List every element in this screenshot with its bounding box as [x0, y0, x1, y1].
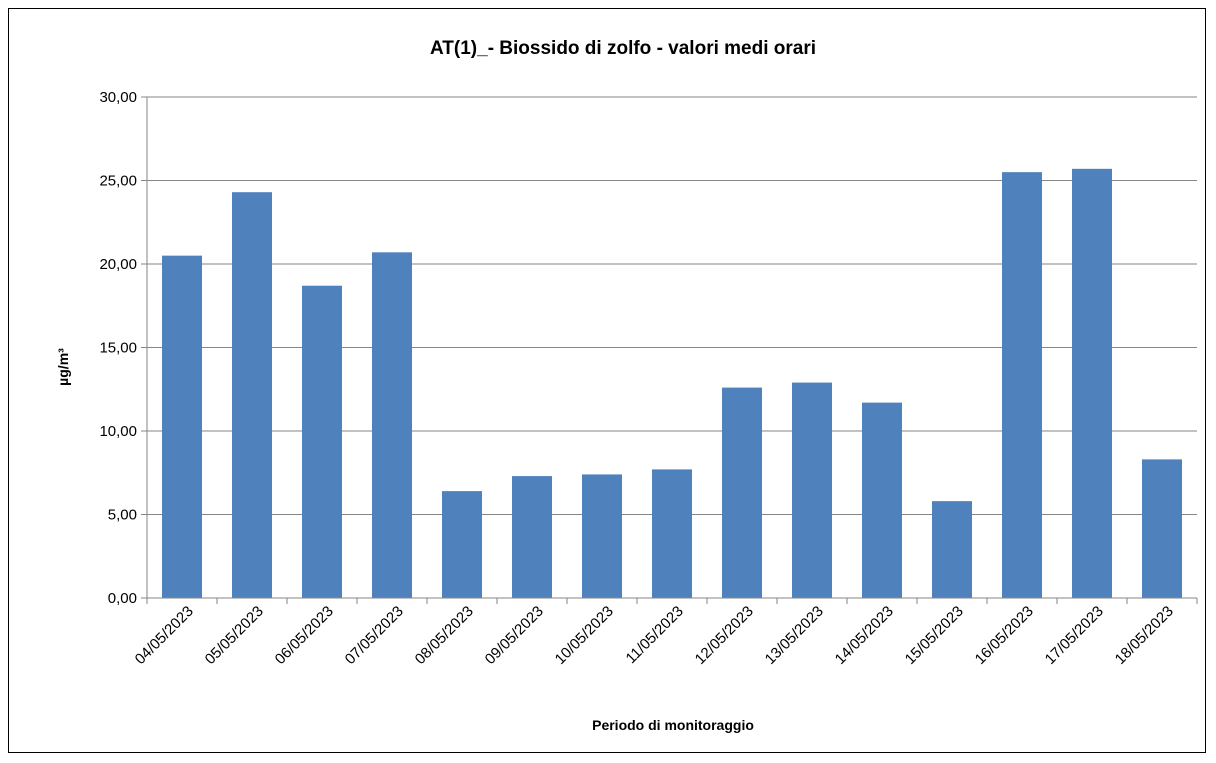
x-tick-label: 08/05/2023: [412, 603, 477, 668]
bar: [932, 501, 972, 598]
y-tick-label: 0,00: [108, 590, 137, 607]
bar: [792, 382, 832, 598]
y-tick-label: 20,00: [99, 256, 137, 273]
bar: [1142, 459, 1182, 598]
y-tick-label: 15,00: [99, 340, 137, 357]
bar: [1002, 172, 1042, 598]
chart-title: AT(1)_- Biossido di zolfo - valori medi …: [429, 38, 817, 59]
y-tick-label: 25,00: [99, 173, 137, 190]
bar: [512, 476, 552, 598]
x-tick-label: 06/05/2023: [272, 603, 337, 668]
x-tick-label: 05/05/2023: [202, 603, 267, 668]
x-tick-label: 18/05/2023: [1112, 603, 1177, 668]
x-tick-label: 14/05/2023: [832, 603, 897, 668]
bar: [862, 402, 902, 598]
bar: [722, 387, 762, 598]
x-tick-label: 09/05/2023: [482, 603, 547, 668]
y-tick-label: 30,00: [99, 89, 137, 106]
bar: [582, 474, 622, 598]
bar: [652, 469, 692, 598]
bar: [1072, 168, 1112, 598]
axes: [141, 96, 1198, 604]
x-tick-label: 13/05/2023: [762, 603, 827, 668]
y-tick-label: 10,00: [99, 423, 137, 440]
y-tick-labels: 0,00 5,00 10,00 15,00 20,00 25,00 30,00: [99, 89, 137, 607]
x-tick-label: 17/05/2023: [1042, 603, 1107, 668]
bar: [372, 252, 412, 598]
y-tick-label: 5,00: [108, 507, 137, 524]
bar: [442, 491, 482, 598]
bar: [232, 192, 272, 598]
x-tick-label: 07/05/2023: [342, 603, 407, 668]
x-tick-label: 12/05/2023: [692, 603, 757, 668]
bars: [162, 168, 1182, 598]
bar: [162, 255, 202, 598]
x-tick-label: 11/05/2023: [623, 603, 687, 667]
x-tick-label: 10/05/2023: [552, 603, 617, 668]
x-axis-label: Periodo di monitoraggio: [592, 717, 754, 733]
x-tick-label: 15/05/2023: [902, 603, 967, 668]
x-tick-label: 04/05/2023: [132, 603, 197, 668]
bar: [302, 285, 342, 598]
x-tick-labels: 04/05/2023 05/05/2023 06/05/2023 07/05/2023…: [132, 603, 1177, 668]
x-tick-label: 16/05/2023: [972, 603, 1037, 668]
